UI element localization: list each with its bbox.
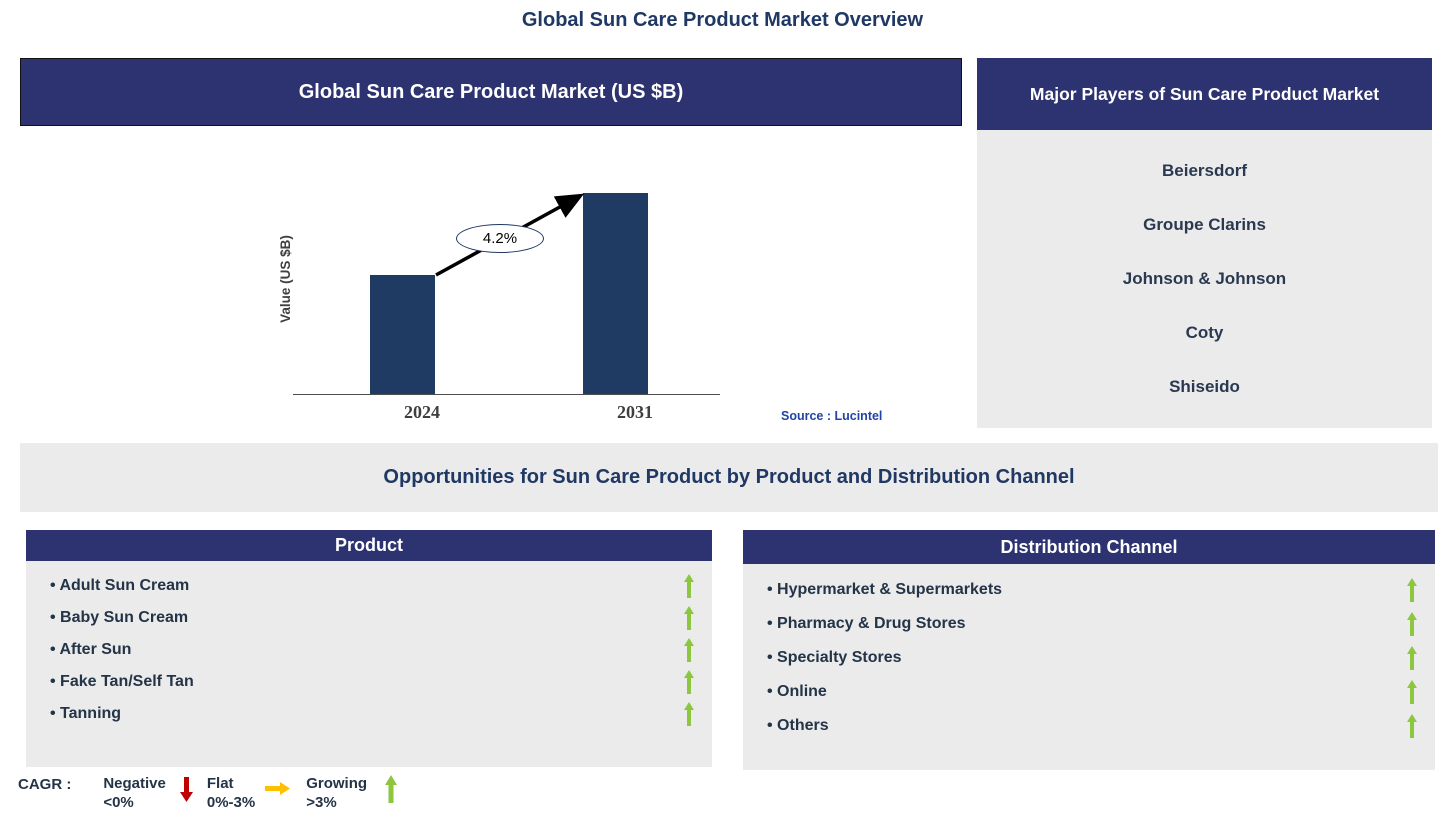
opportunities-banner-label: Opportunities for Sun Care Product by Pr…	[383, 466, 1075, 488]
product-panel: Product Adult Sun Cream Baby Sun Cream A…	[26, 530, 712, 767]
legend-negative-range: <0%	[103, 794, 134, 812]
up-arrow-icon	[684, 574, 694, 598]
up-arrow-icon	[684, 702, 694, 726]
legend-growing-label: Growing	[306, 775, 368, 792]
player-item: Coty	[1185, 323, 1224, 342]
list-item: After Sun	[26, 634, 712, 666]
growth-arrow-icon	[435, 193, 585, 277]
list-item: Adult Sun Cream	[26, 570, 712, 602]
up-arrow-icon	[1407, 680, 1417, 704]
legend-entry-flat: Flat 0%-3%	[207, 774, 306, 812]
product-header-label: Product	[334, 535, 403, 555]
product-item-label: Baby Sun Cream	[50, 609, 188, 627]
legend-growing-range: >3%	[306, 794, 337, 812]
x-axis-line	[293, 394, 720, 395]
player-item: Shiseido	[1169, 377, 1240, 396]
list-item: Others	[743, 709, 1435, 743]
distribution-header: Distribution Channel	[743, 530, 1435, 564]
bar-2031	[583, 193, 648, 394]
major-players-header: Major Players of Sun Care Product Market	[977, 58, 1432, 130]
legend-title: CAGR :	[18, 776, 72, 793]
distribution-item-label: Hypermarket & Supermarkets	[767, 581, 1002, 599]
source-label: Source : Lucintel	[781, 409, 883, 423]
legend-flat-range: 0%-3%	[206, 794, 256, 812]
product-item-label: Adult Sun Cream	[50, 577, 189, 595]
list-item: Hypermarket & Supermarkets	[743, 573, 1435, 607]
legend-negative-text: Negative <0%	[103, 774, 166, 812]
product-header: Product	[26, 530, 712, 561]
product-list: Adult Sun Cream Baby Sun Cream After Sun…	[26, 561, 712, 767]
market-chart-header-label: Global Sun Care Product Market (US $B)	[298, 80, 684, 103]
product-item-label: After Sun	[50, 641, 131, 659]
market-chart-header: Global Sun Care Product Market (US $B)	[20, 58, 962, 126]
legend-entry-negative: Negative <0%	[103, 774, 207, 812]
list-item: Fake Tan/Self Tan	[26, 666, 712, 698]
cagr-annotation: 4.2%	[456, 224, 544, 253]
up-arrow-icon	[1407, 612, 1417, 636]
up-arrow-icon	[1407, 714, 1417, 738]
distribution-header-label: Distribution Channel	[1000, 536, 1178, 557]
up-arrow-icon	[1407, 578, 1417, 602]
product-item-label: Fake Tan/Self Tan	[50, 673, 194, 691]
list-item: Online	[743, 675, 1435, 709]
distribution-item-label: Online	[767, 683, 827, 701]
player-item: Groupe Clarins	[1143, 215, 1266, 234]
page-title: Global Sun Care Product Market Overview	[521, 9, 924, 31]
right-arrow-icon	[265, 782, 291, 800]
product-item-label: Tanning	[50, 705, 121, 723]
list-item: Tanning	[26, 698, 712, 730]
up-arrow-icon	[684, 670, 694, 694]
major-players-panel: Major Players of Sun Care Product Market…	[977, 58, 1432, 428]
x-tick-2024: 2024	[404, 402, 440, 422]
up-arrow-icon	[684, 606, 694, 630]
legend-entry-growing: Growing >3%	[306, 774, 398, 812]
major-players-header-label: Major Players of Sun Care Product Market	[1029, 84, 1380, 104]
legend-flat-label: Flat	[206, 775, 234, 792]
up-arrow-icon	[684, 638, 694, 662]
list-item: Pharmacy & Drug Stores	[743, 607, 1435, 641]
cagr-legend: CAGR : Negative <0% Flat 0%-3% Growing >…	[18, 774, 398, 812]
down-arrow-icon	[179, 777, 193, 807]
distribution-item-label: Specialty Stores	[767, 649, 902, 667]
x-tick-2031: 2031	[617, 402, 653, 422]
list-item: Specialty Stores	[743, 641, 1435, 675]
cagr-value: 4.2%	[482, 230, 518, 247]
legend-flat-text: Flat 0%-3%	[207, 774, 255, 812]
up-arrow-icon	[385, 775, 398, 808]
bar-2024	[370, 275, 435, 394]
player-item: Johnson & Johnson	[1122, 269, 1287, 288]
opportunities-banner: Opportunities for Sun Care Product by Pr…	[20, 443, 1438, 512]
distribution-item-label: Pharmacy & Drug Stores	[767, 615, 966, 633]
market-chart-panel: Global Sun Care Product Market (US $B) V…	[20, 58, 962, 436]
player-item: Beiersdorf	[1161, 161, 1248, 180]
major-players-list: Beiersdorf Groupe Clarins Johnson & John…	[977, 130, 1432, 428]
legend-negative-label: Negative	[103, 775, 166, 792]
distribution-panel: Distribution Channel Hypermarket & Super…	[743, 530, 1435, 770]
legend-growing-text: Growing >3%	[306, 774, 367, 812]
market-bar-chart: Value (US $B) 4.2% 2024 2031 Source : Lu…	[20, 126, 962, 436]
list-item: Baby Sun Cream	[26, 602, 712, 634]
distribution-item-label: Others	[767, 717, 829, 735]
distribution-list: Hypermarket & Supermarkets Pharmacy & Dr…	[743, 564, 1435, 770]
up-arrow-icon	[1407, 646, 1417, 670]
